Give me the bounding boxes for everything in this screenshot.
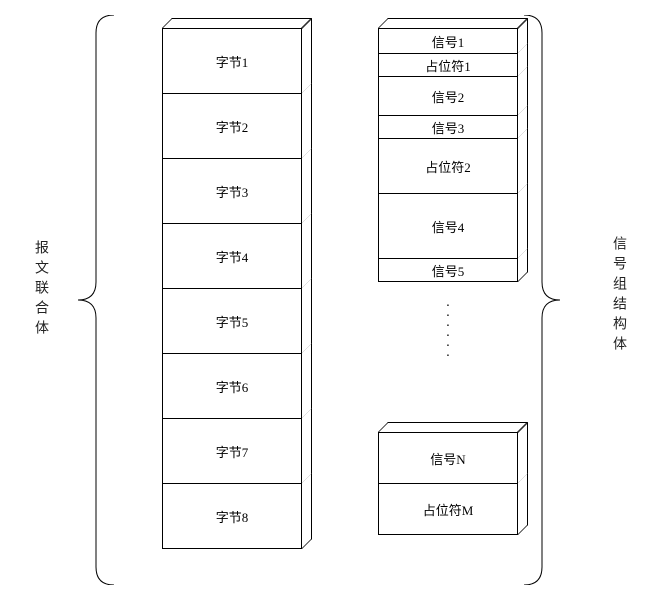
cell-box: 字节4 xyxy=(162,223,312,289)
cell-box: 信号N xyxy=(378,422,528,484)
cell-face: 信号1 xyxy=(378,28,518,54)
cell-face: 字节1 xyxy=(162,28,302,94)
cell-box: 字节2 xyxy=(162,93,312,159)
cell-face: 信号4 xyxy=(378,193,518,259)
cell-face: 字节8 xyxy=(162,483,302,549)
cell-box: 字节6 xyxy=(162,353,312,419)
cell-face: 信号2 xyxy=(378,76,518,116)
ellipsis: ······ xyxy=(378,302,518,362)
cell-face: 占位符2 xyxy=(378,138,518,194)
cell-box: 字节3 xyxy=(162,158,312,224)
cell-face: 信号3 xyxy=(378,115,518,139)
left-label: 报文联合体 xyxy=(30,240,50,340)
left-bracket xyxy=(78,15,114,585)
right-bracket xyxy=(524,15,560,585)
cell-box: 占位符2 xyxy=(378,138,528,194)
cell-box: 信号5 xyxy=(378,258,528,282)
cell-face: 字节6 xyxy=(162,353,302,419)
cell-face: 字节2 xyxy=(162,93,302,159)
cell-box: 字节5 xyxy=(162,288,312,354)
cell-box: 占位符1 xyxy=(378,53,528,77)
cell-face: 字节4 xyxy=(162,223,302,289)
cell-box: 信号2 xyxy=(378,76,528,116)
cell-face: 信号N xyxy=(378,432,518,484)
cell-face: 字节7 xyxy=(162,418,302,484)
cell-box: 字节1 xyxy=(162,18,312,94)
cell-box: 信号3 xyxy=(378,115,528,139)
cell-face: 占位符M xyxy=(378,483,518,535)
cell-box: 信号4 xyxy=(378,193,528,259)
cell-face: 字节3 xyxy=(162,158,302,224)
cell-face: 信号5 xyxy=(378,258,518,282)
cell-box: 占位符M xyxy=(378,483,528,535)
cell-box: 字节7 xyxy=(162,418,312,484)
cell-box: 信号1 xyxy=(378,18,528,54)
cell-face: 字节5 xyxy=(162,288,302,354)
cell-face: 占位符1 xyxy=(378,53,518,77)
cell-box: 字节8 xyxy=(162,483,312,549)
right-label: 信号组结构体 xyxy=(608,236,628,356)
